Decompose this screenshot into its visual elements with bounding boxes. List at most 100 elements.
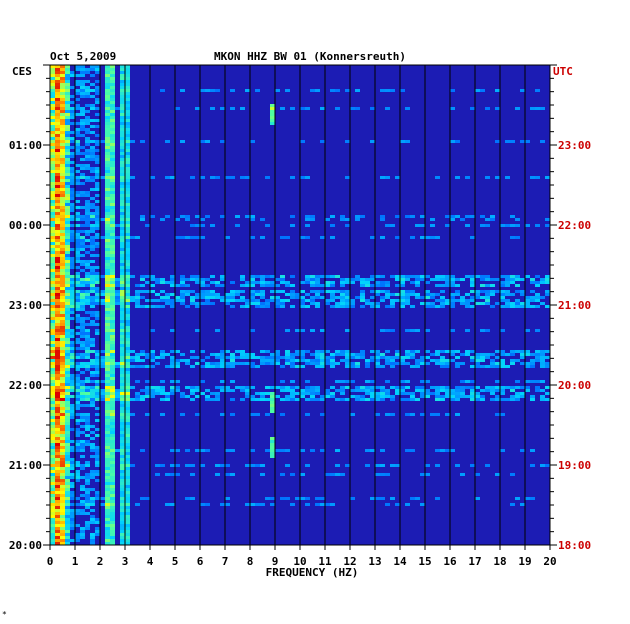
spectrogram-cell xyxy=(135,296,140,299)
spectrogram-cell xyxy=(345,362,350,365)
spectrogram-cell xyxy=(215,329,220,332)
spectrogram-cell xyxy=(515,380,520,383)
spectrogram-cell xyxy=(85,296,90,299)
spectrogram-cell xyxy=(70,365,75,368)
spectrogram-cell xyxy=(200,350,205,353)
spectrogram-cell xyxy=(125,230,130,233)
spectrogram-cell xyxy=(95,254,100,257)
spectrogram-cell xyxy=(55,125,60,128)
spectrogram-cell xyxy=(75,533,80,536)
spectrogram-cell xyxy=(60,155,65,158)
spectrogram-cell xyxy=(500,296,505,299)
spectrogram-cell xyxy=(125,536,130,539)
spectrogram-cell xyxy=(495,395,500,398)
spectrogram-cell xyxy=(195,107,200,110)
spectrogram-cell xyxy=(400,302,405,305)
spectrogram-cell xyxy=(390,398,395,401)
spectrogram-cell xyxy=(50,404,55,407)
spectrogram-cell xyxy=(310,278,315,281)
spectrogram-cell xyxy=(545,293,550,296)
spectrogram-cell xyxy=(165,299,170,302)
spectrogram-cell xyxy=(210,398,215,401)
spectrogram-cell xyxy=(265,176,270,179)
spectrogram-cell xyxy=(145,395,150,398)
spectrogram-cell xyxy=(440,284,445,287)
spectrogram-cell xyxy=(475,392,480,395)
spectrogram-cell xyxy=(125,449,130,452)
spectrogram-cell xyxy=(120,503,125,506)
spectrogram-cell xyxy=(325,359,330,362)
spectrogram-cell xyxy=(245,305,250,308)
spectrogram-cell xyxy=(85,293,90,296)
spectrogram-cell xyxy=(195,362,200,365)
spectrogram-cell xyxy=(220,386,225,389)
spectrogram-cell xyxy=(65,512,70,515)
spectrogram-cell xyxy=(75,446,80,449)
spectrogram-cell xyxy=(120,227,125,230)
spectrogram-cell xyxy=(75,320,80,323)
spectrogram-cell xyxy=(125,362,130,365)
spectrogram-cell xyxy=(240,386,245,389)
spectrogram-cell xyxy=(110,512,115,515)
spectrogram-cell xyxy=(90,338,95,341)
spectrogram-cell xyxy=(335,464,340,467)
spectrogram-cell xyxy=(80,344,85,347)
spectrogram-cell xyxy=(470,236,475,239)
spectrogram-cell xyxy=(60,83,65,86)
spectrogram-cell xyxy=(90,389,95,392)
spectrogram-cell xyxy=(65,488,70,491)
spectrogram-cell xyxy=(120,284,125,287)
spectrogram-cell xyxy=(530,362,535,365)
spectrogram-cell xyxy=(270,437,275,440)
spectrogram-cell xyxy=(60,194,65,197)
spectrogram-cell xyxy=(490,290,495,293)
spectrogram-cell xyxy=(325,281,330,284)
spectrogram-cell xyxy=(60,305,65,308)
spectrogram-cell xyxy=(60,449,65,452)
spectrogram-cell xyxy=(50,137,55,140)
spectrogram-cell xyxy=(65,110,70,113)
spectrogram-cell xyxy=(315,365,320,368)
spectrogram-cell xyxy=(330,362,335,365)
spectrogram-cell xyxy=(60,68,65,71)
spectrogram-cell xyxy=(95,446,100,449)
spectrogram-cell xyxy=(250,275,255,278)
spectrogram-cell xyxy=(110,92,115,95)
spectrogram-cell xyxy=(120,89,125,92)
spectrogram-cell xyxy=(535,353,540,356)
left-tick-label: 20:00 xyxy=(9,539,42,552)
spectrogram-cell xyxy=(380,398,385,401)
spectrogram-cell xyxy=(55,230,60,233)
spectrogram-cell xyxy=(430,305,435,308)
spectrogram-cell xyxy=(120,182,125,185)
spectrogram-cell xyxy=(95,242,100,245)
spectrogram-cell xyxy=(60,506,65,509)
spectrogram-cell xyxy=(50,287,55,290)
spectrogram-cell xyxy=(315,275,320,278)
spectrogram-cell xyxy=(515,275,520,278)
spectrogram-cell xyxy=(275,449,280,452)
spectrogram-cell xyxy=(110,518,115,521)
spectrogram-cell xyxy=(120,452,125,455)
spectrogram-cell xyxy=(120,326,125,329)
spectrogram-cell xyxy=(110,311,115,314)
spectrogram-cell xyxy=(120,362,125,365)
spectrogram-cell xyxy=(105,293,110,296)
spectrogram-cell xyxy=(530,278,535,281)
spectrogram-cell xyxy=(525,305,530,308)
spectrogram-cell xyxy=(485,284,490,287)
spectrogram-cell xyxy=(50,92,55,95)
spectrogram-cell xyxy=(480,329,485,332)
spectrogram-cell xyxy=(60,521,65,524)
spectrogram-cell xyxy=(500,329,505,332)
spectrogram-cell xyxy=(105,542,110,545)
spectrogram-cell xyxy=(110,161,115,164)
spectrogram-cell xyxy=(255,413,260,416)
spectrogram-cell xyxy=(215,392,220,395)
spectrogram-cell xyxy=(140,218,145,221)
spectrogram-cell xyxy=(70,476,75,479)
spectrogram-cell xyxy=(65,257,70,260)
spectrogram-cell xyxy=(55,188,60,191)
spectrogram-cell xyxy=(300,395,305,398)
spectrogram-cell xyxy=(120,203,125,206)
